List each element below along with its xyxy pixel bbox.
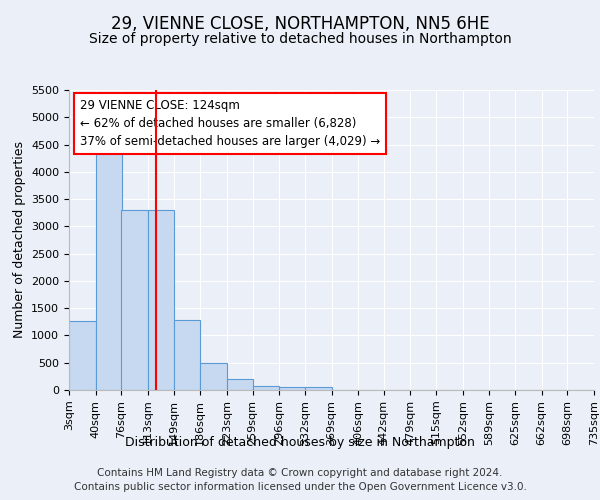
Text: Distribution of detached houses by size in Northampton: Distribution of detached houses by size … <box>125 436 475 449</box>
Bar <box>121 210 148 390</box>
Bar <box>279 387 305 390</box>
Text: Contains public sector information licensed under the Open Government Licence v3: Contains public sector information licen… <box>74 482 526 492</box>
Y-axis label: Number of detached properties: Number of detached properties <box>13 142 26 338</box>
Text: Contains HM Land Registry data © Crown copyright and database right 2024.: Contains HM Land Registry data © Crown c… <box>97 468 503 477</box>
Text: 29 VIENNE CLOSE: 124sqm
← 62% of detached houses are smaller (6,828)
37% of semi: 29 VIENNE CLOSE: 124sqm ← 62% of detache… <box>79 99 380 148</box>
Text: Size of property relative to detached houses in Northampton: Size of property relative to detached ho… <box>89 32 511 46</box>
Bar <box>305 387 331 390</box>
Bar <box>200 364 227 390</box>
Bar <box>227 378 253 390</box>
Text: 29, VIENNE CLOSE, NORTHAMPTON, NN5 6HE: 29, VIENNE CLOSE, NORTHAMPTON, NN5 6HE <box>110 15 490 33</box>
Bar <box>148 210 175 390</box>
Bar <box>253 386 279 390</box>
Bar <box>69 320 95 390</box>
Bar <box>174 320 200 390</box>
Bar <box>95 154 122 390</box>
